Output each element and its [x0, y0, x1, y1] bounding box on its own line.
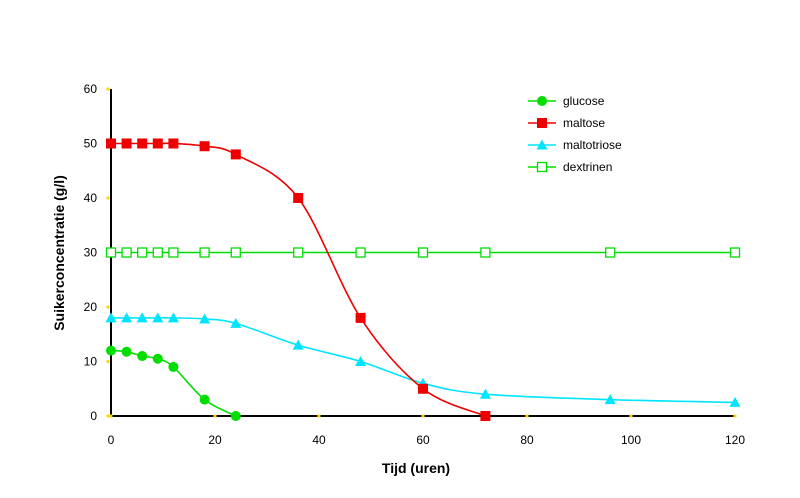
legend-item-maltose: maltose — [528, 116, 605, 130]
data-point-maltotriose — [230, 317, 242, 328]
data-point-glucose — [168, 361, 179, 372]
data-point-maltotriose — [136, 312, 148, 323]
series-maltose — [106, 138, 491, 421]
data-point-maltose — [152, 138, 163, 149]
x-tick-label: 60 — [416, 433, 430, 447]
data-point-dextrinen — [105, 247, 117, 258]
data-point-dextrinen — [729, 247, 741, 258]
data-point-dextrinen — [199, 247, 210, 258]
data-point-dextrinen — [152, 247, 163, 258]
x-tick-label: 20 — [208, 433, 222, 447]
x-tick-mark — [317, 414, 321, 418]
data-point-glucose — [121, 346, 132, 357]
data-point-dextrinen — [293, 247, 304, 258]
x-tick-label: 100 — [621, 433, 641, 447]
x-tick-mark — [525, 414, 529, 418]
y-tick-label: 10 — [84, 355, 98, 369]
data-point-maltose — [418, 383, 428, 394]
y-tick-label: 60 — [84, 82, 98, 96]
series-dextrinen — [105, 247, 741, 258]
data-point-maltotriose — [105, 312, 117, 323]
data-point-maltose — [199, 141, 210, 152]
data-point-maltose — [121, 138, 132, 149]
data-point-maltotriose — [199, 313, 211, 324]
data-point-maltotriose — [121, 312, 133, 323]
data-point-dextrinen — [168, 247, 179, 258]
data-point-maltotriose — [292, 339, 304, 350]
x-tick-label: 0 — [108, 433, 115, 447]
y-tick-mark — [106, 305, 110, 309]
data-point-maltose — [106, 138, 116, 149]
legend-item-glucose: glucose — [528, 94, 605, 108]
legend-marker — [536, 161, 548, 173]
data-point-dextrinen — [417, 247, 429, 258]
legend-marker — [537, 96, 547, 106]
x-tick-label: 80 — [520, 433, 534, 447]
y-tick-mark — [106, 414, 110, 418]
data-point-maltose — [168, 138, 179, 149]
x-tick-mark — [213, 414, 217, 418]
y-tick-label: 50 — [84, 137, 98, 151]
series-maltotriose — [105, 312, 741, 407]
data-point-maltotriose — [167, 312, 179, 323]
legend-label: maltose — [563, 116, 605, 130]
data-point-maltotriose — [729, 396, 741, 407]
y-tick-mark — [106, 196, 110, 200]
legend-marker — [537, 118, 547, 128]
y-tick-label: 40 — [84, 191, 98, 205]
data-point-dextrinen — [605, 247, 616, 258]
data-point-maltose — [355, 312, 366, 323]
data-point-glucose — [230, 411, 241, 421]
x-tick-label: 120 — [725, 433, 745, 447]
series-line-maltose — [111, 142, 486, 417]
y-tick-mark — [106, 87, 110, 91]
data-point-maltose — [137, 138, 148, 149]
data-point-dextrinen — [121, 247, 132, 258]
data-point-dextrinen — [137, 247, 148, 258]
x-tick-mark — [421, 414, 425, 418]
x-tick-mark — [109, 414, 113, 418]
tick-labels: 0 10 20 30 40 50 60 0 20 40 60 80 100 120 — [84, 82, 746, 447]
data-point-maltotriose — [152, 312, 164, 323]
legend-item-maltotriose: maltotriose — [528, 138, 622, 152]
series-glucose — [106, 345, 241, 421]
data-point-maltotriose — [479, 388, 491, 399]
legend: glucose maltose maltotriose dextrinen — [528, 94, 622, 174]
x-axis-title: Tijd (uren) — [382, 460, 450, 476]
y-tick-label: 0 — [90, 409, 97, 423]
data-point-maltotriose — [604, 394, 616, 405]
legend-item-dextrinen: dextrinen — [528, 160, 612, 174]
data-point-dextrinen — [355, 247, 366, 258]
data-point-maltose — [230, 149, 241, 160]
y-tick-label: 20 — [84, 300, 98, 314]
x-tick-mark — [629, 414, 633, 418]
data-point-maltose — [480, 411, 491, 421]
x-tick-mark — [733, 414, 737, 418]
data-point-glucose — [152, 353, 163, 364]
legend-label: maltotriose — [563, 138, 622, 152]
data-point-glucose — [106, 345, 116, 356]
data-point-maltose — [293, 193, 304, 203]
data-point-maltotriose — [355, 356, 367, 366]
series-line-glucose — [110, 349, 237, 417]
x-tick-label: 40 — [312, 433, 326, 447]
y-tick-label: 30 — [84, 246, 98, 260]
series-layer — [105, 138, 741, 421]
data-point-dextrinen — [480, 247, 491, 258]
legend-label: glucose — [563, 94, 605, 108]
data-point-glucose — [137, 351, 148, 362]
y-axis-title: Suikerconcentratie (g/l) — [51, 175, 67, 331]
data-point-dextrinen — [230, 247, 241, 258]
data-point-glucose — [199, 394, 210, 405]
y-tick-mark — [106, 359, 110, 364]
legend-marker — [536, 139, 548, 150]
legend-label: dextrinen — [563, 160, 612, 174]
